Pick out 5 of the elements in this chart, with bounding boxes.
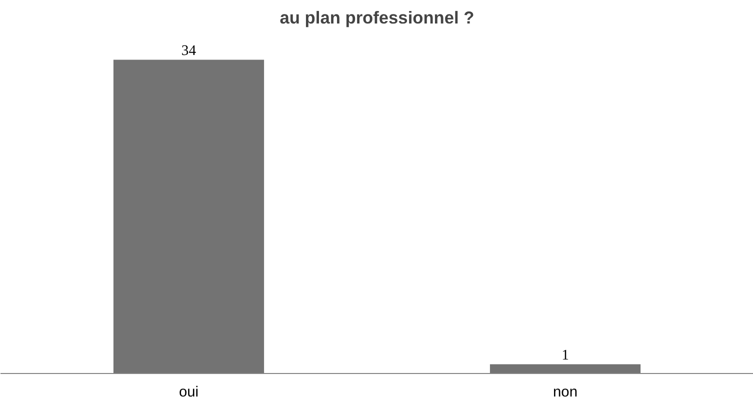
chart-title: au plan professionnel ? — [280, 8, 474, 28]
x-tick-label: oui — [178, 384, 199, 400]
data-label: 34 — [181, 42, 197, 59]
data-label: 1 — [562, 347, 569, 364]
x-tick-label: non — [553, 384, 578, 400]
